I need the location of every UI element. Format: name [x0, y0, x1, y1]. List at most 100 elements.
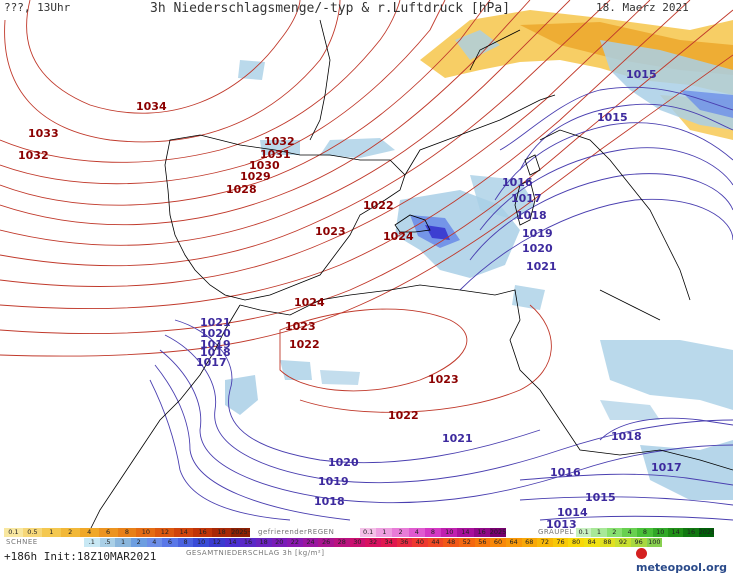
- legend-swatch: 100: [646, 538, 663, 547]
- isobar-label: 1017: [651, 461, 682, 474]
- isobar-label: 1018: [200, 346, 231, 359]
- isobar-label: 1028: [226, 183, 257, 196]
- legend-swatch: 1: [591, 528, 607, 537]
- legend-swatch: 68: [521, 538, 538, 547]
- legend-swatch: 4: [408, 528, 425, 537]
- isobar-label: 1014: [557, 506, 588, 519]
- isobars-high: [0, 0, 733, 413]
- rain-precip-areas: [225, 30, 733, 500]
- snow-label: SCHNEE: [6, 538, 38, 546]
- legend-swatch: 6: [98, 528, 118, 537]
- legend-swatch: 10: [136, 528, 156, 537]
- legend-swatch: 32: [365, 538, 381, 547]
- legend-swatch: 96: [630, 538, 647, 547]
- coastlines: [89, 19, 733, 531]
- legend-swatch: 12: [209, 538, 225, 547]
- freezing-rain-label: gefrierenderREGEN: [258, 528, 335, 536]
- isobar-label: 1015: [626, 68, 657, 81]
- legend-swatch: 92: [615, 538, 631, 547]
- legend-swatch: 2025+: [698, 528, 714, 537]
- legend-swatch: 8: [177, 538, 194, 547]
- isobar-label: 1017: [511, 192, 542, 205]
- legend-swatch: 26: [318, 538, 334, 547]
- legend-swatch: 10: [193, 538, 209, 547]
- logo-icon: [636, 548, 647, 559]
- isobar-label: 1022: [388, 409, 419, 422]
- isobar-label: 1024: [383, 230, 414, 243]
- legend-swatch: 52: [459, 538, 475, 547]
- legend-swatch: 14: [224, 538, 241, 547]
- isobar-label: 1015: [597, 111, 628, 124]
- legend-swatch: 16: [193, 528, 213, 537]
- isobar-label: 1018: [611, 430, 642, 443]
- legend-swatch: 18: [255, 538, 272, 547]
- logo-text: meteopool.org: [636, 561, 727, 574]
- legend-swatch: 2: [60, 528, 80, 537]
- isobar-label: 1022: [363, 199, 394, 212]
- graupel-label: GRAUPEL: [538, 528, 574, 536]
- legend-swatch: 48: [443, 538, 459, 547]
- isobar-label: 1021: [200, 316, 231, 329]
- legend-swatch: 1: [376, 528, 393, 537]
- map-title: 3h Niederschlagsmenge/-typ & r.Luftdruck…: [150, 1, 511, 16]
- meteopool-logo[interactable]: meteopool.org: [636, 548, 733, 574]
- legend-swatch: 30: [349, 538, 366, 547]
- legend-swatch: 1: [41, 528, 61, 537]
- legend-swatch: 76: [552, 538, 569, 547]
- legend-swatch: 60: [490, 538, 506, 547]
- legend-swatch: 4: [146, 538, 163, 547]
- legend-swatch: 8: [117, 528, 137, 537]
- isobar-label: 1034: [136, 100, 167, 113]
- legend-swatch: 88: [599, 538, 616, 547]
- legend-swatch: 22: [287, 538, 303, 547]
- legend-swatch: 20: [271, 538, 288, 547]
- legend-swatch: 2025+: [489, 528, 506, 537]
- legend-swatch: 0.1: [4, 528, 23, 537]
- isobar-labels-high: 1034 1033 1032 1032 1031 1030 1029 1028 …: [18, 100, 459, 422]
- isobar-label: 1021: [526, 260, 557, 273]
- legend-swatch: 44: [427, 538, 444, 547]
- total-precip-scale-bar: .1.5 1 2 4 6 8 10 12 14 16 18 20 22 24 26 28 30 32 34 36 40 4…: [84, 538, 663, 547]
- valid-time: ???, 13Uhr: [4, 1, 71, 14]
- isobar-label: 1015: [585, 491, 616, 504]
- legend-swatch: 0.1: [576, 528, 592, 537]
- legend-swatch: .1: [84, 538, 100, 547]
- model-run-info: +186h Init:18Z10MAR2021: [4, 550, 157, 563]
- isobar-label: 1022: [289, 338, 320, 351]
- isobar-label: 1030: [249, 159, 280, 172]
- isobar-label: 1020: [522, 242, 553, 255]
- legend-swatch: 36: [396, 538, 413, 547]
- legend-swatch: 0.5: [22, 528, 42, 537]
- legend-swatch: 2025+: [231, 528, 250, 537]
- isobar-label: 1020: [328, 456, 359, 469]
- legend-swatch: 14: [174, 528, 194, 537]
- legend-swatch: 2: [606, 528, 622, 537]
- map-header: ???, 13Uhr 3h Niederschlagsmenge/-typ & …: [0, 0, 733, 18]
- legend-swatch: 80: [568, 538, 584, 547]
- isobar-label: 1023: [315, 225, 346, 238]
- isobar-label: 1020: [200, 327, 231, 340]
- legend-swatch: 4: [621, 528, 638, 537]
- legend-swatch: 24: [302, 538, 319, 547]
- isobar-label: 1019: [200, 338, 231, 351]
- isobar-label: 1019: [522, 227, 553, 240]
- legend-swatch: 16: [683, 528, 699, 537]
- legend-swatch: 2: [130, 538, 147, 547]
- legend-swatch: .5: [99, 538, 116, 547]
- legend-swatch: 6: [162, 538, 178, 547]
- legend-swatch: 2: [392, 528, 409, 537]
- legend-swatch: 28: [334, 538, 350, 547]
- legend-swatch: 40: [412, 538, 428, 547]
- legend-swatch: 14: [667, 528, 684, 537]
- isobar-label: 1033: [28, 127, 59, 140]
- legend-swatch: 34: [380, 538, 397, 547]
- legend-swatch: 10: [652, 528, 668, 537]
- isobar-labels-low: 1015 1015 1016 1017 1018 1019 1020 1021 …: [196, 68, 682, 531]
- legend-swatch: 16: [240, 538, 256, 547]
- isobar-label: 1016: [502, 176, 533, 189]
